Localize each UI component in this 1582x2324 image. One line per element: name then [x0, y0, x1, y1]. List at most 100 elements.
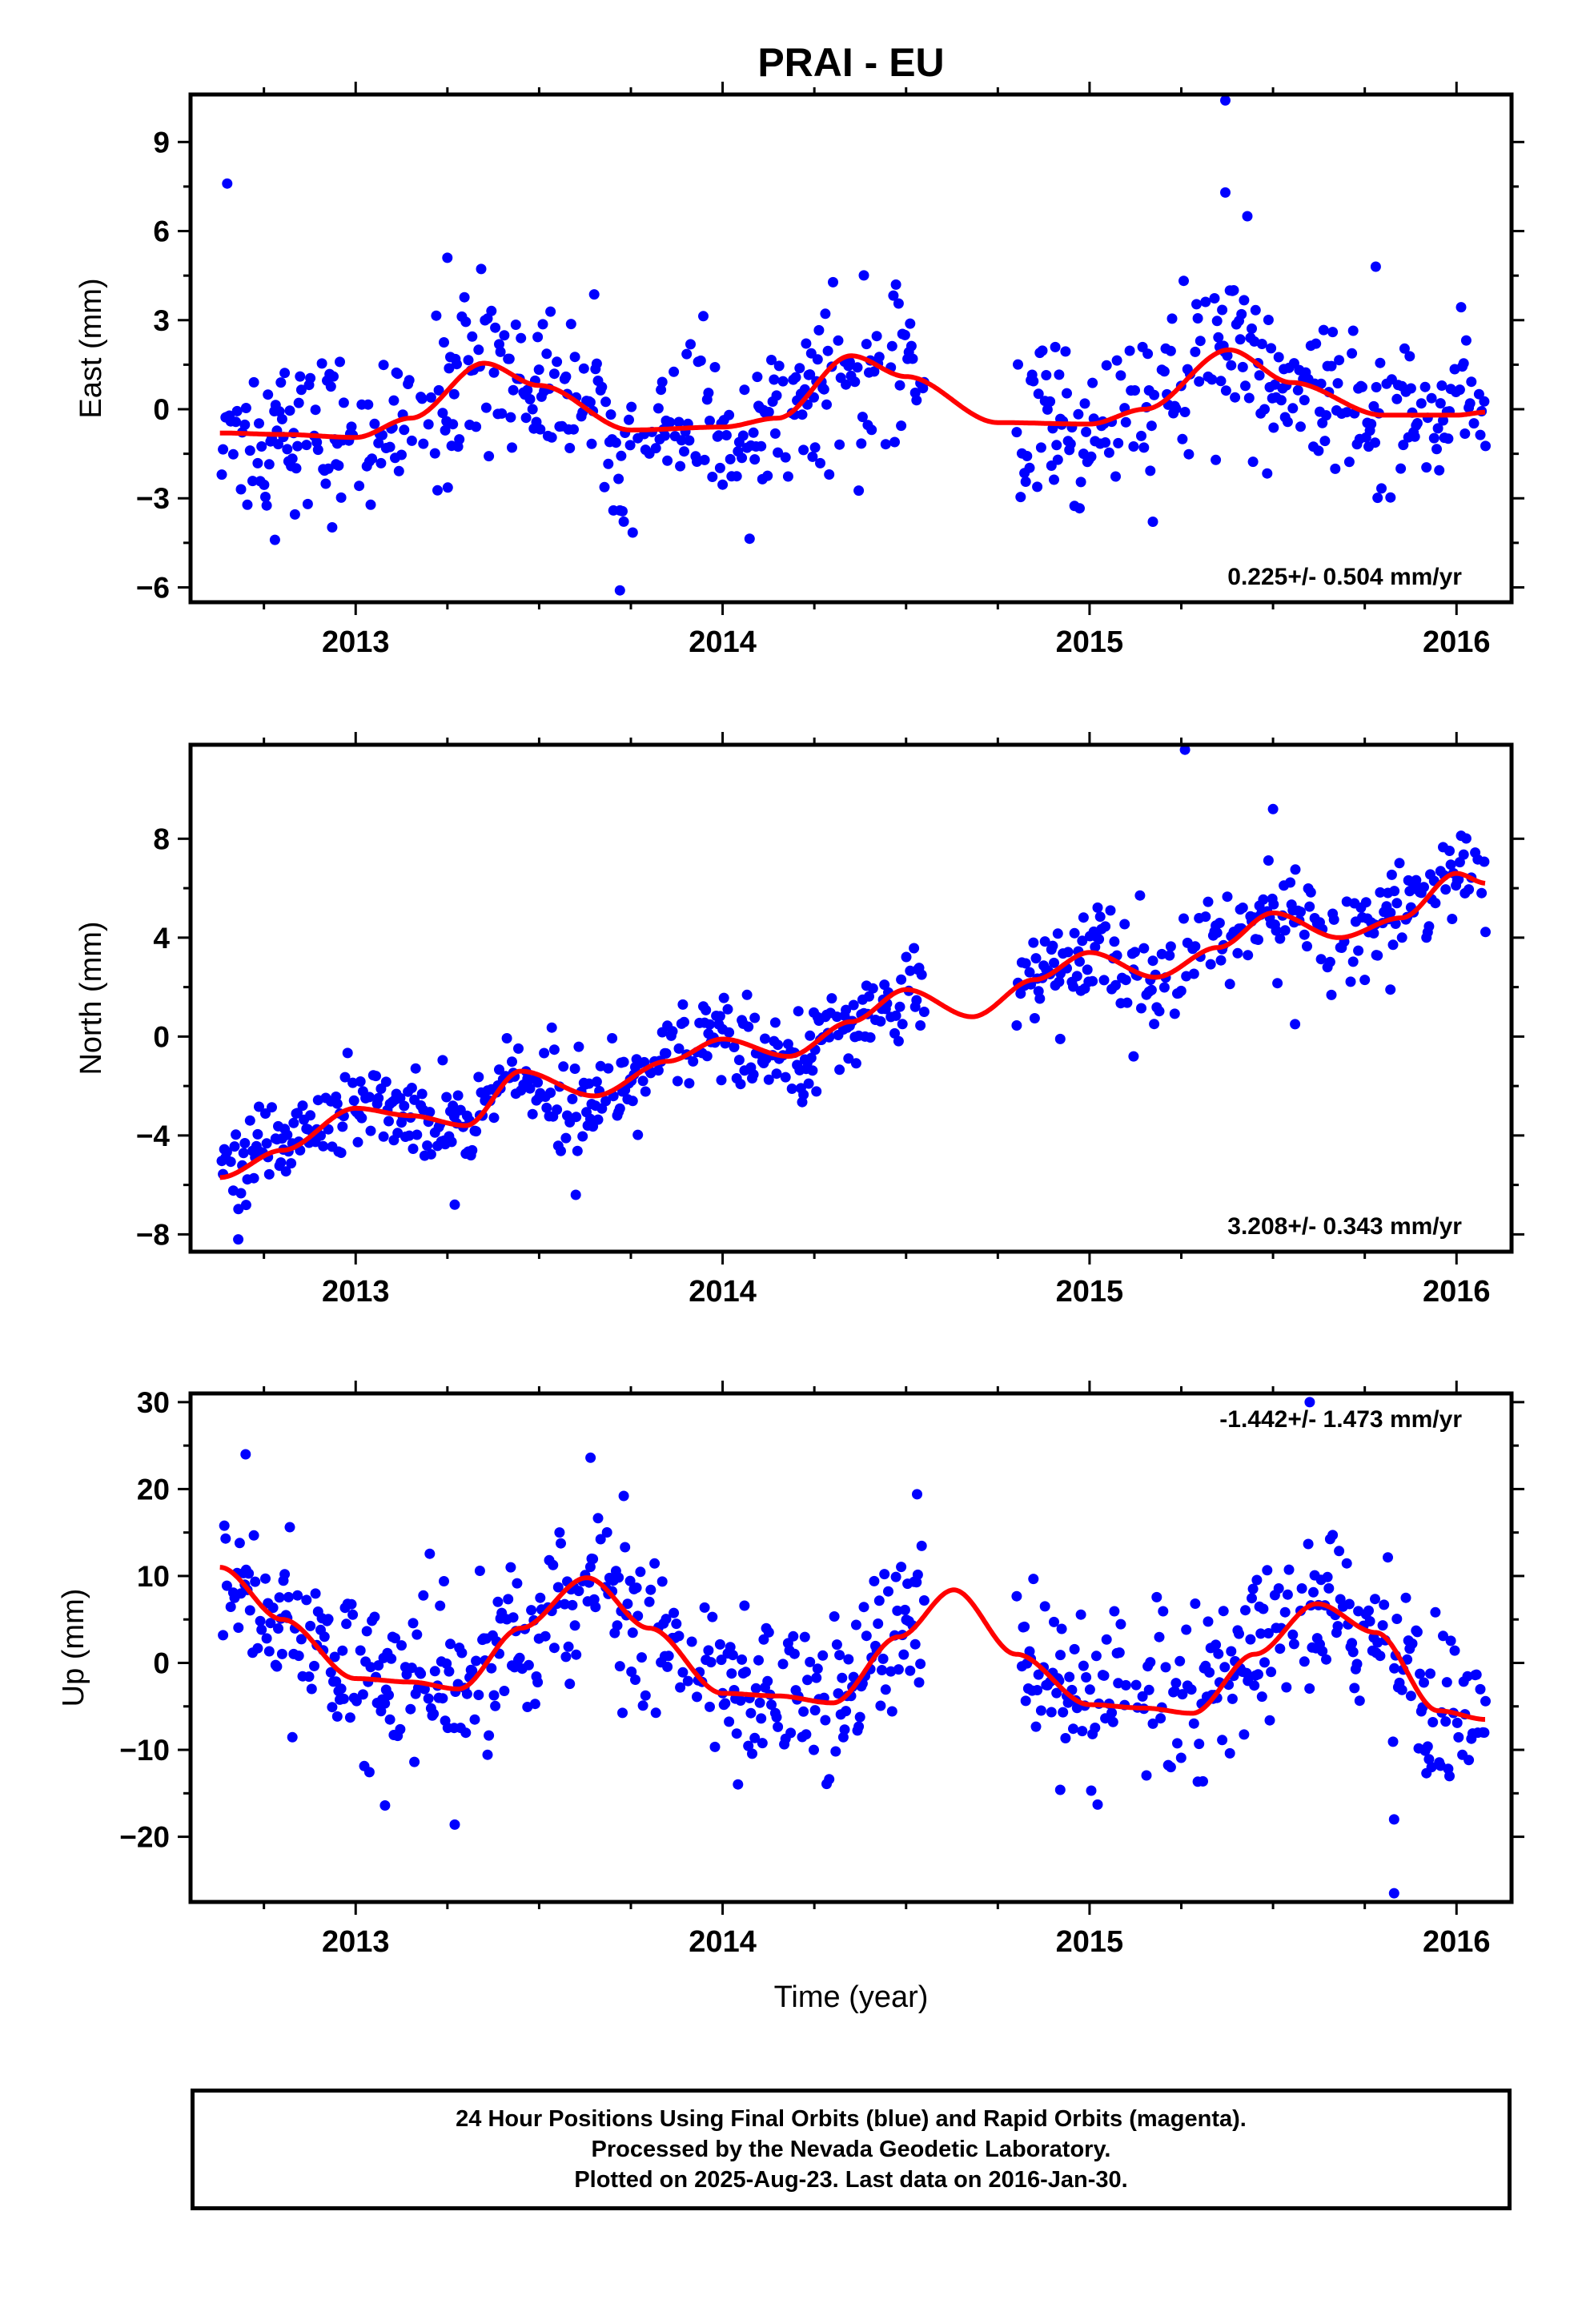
data-point: [1069, 1643, 1080, 1655]
data-point: [685, 339, 696, 350]
data-point: [344, 1712, 355, 1723]
data-point: [1430, 1606, 1441, 1618]
data-point: [1110, 471, 1121, 482]
data-point: [328, 371, 339, 382]
data-point: [248, 1172, 259, 1184]
data-point: [1273, 1583, 1284, 1594]
data-point: [248, 376, 259, 388]
data-point: [869, 366, 880, 377]
data-point: [1155, 1713, 1166, 1724]
data-point: [1375, 357, 1386, 368]
data-point: [802, 1675, 813, 1686]
data-point: [363, 1767, 375, 1778]
data-point: [813, 324, 825, 336]
data-point: [1019, 1621, 1030, 1632]
data-point: [1323, 1582, 1335, 1594]
data-point: [834, 1650, 845, 1661]
data-point: [788, 1630, 799, 1642]
data-point: [234, 1538, 245, 1549]
data-point: [1032, 1685, 1043, 1695]
data-point: [1136, 430, 1146, 441]
data-point: [373, 1092, 384, 1104]
data-point: [1106, 1707, 1118, 1719]
data-point: [1299, 1656, 1310, 1667]
y-tick-label: −4: [136, 1120, 171, 1152]
data-point: [848, 1671, 859, 1683]
data-point: [1143, 1684, 1154, 1695]
data-point: [267, 1602, 279, 1614]
data-point: [1138, 943, 1150, 954]
data-point: [1375, 887, 1386, 898]
data-point: [631, 1582, 642, 1594]
data-point: [384, 441, 396, 452]
data-point: [1391, 393, 1403, 404]
data-point: [1039, 936, 1050, 947]
data-point: [1305, 887, 1316, 898]
data-point: [1046, 1707, 1057, 1718]
data-point: [508, 1612, 519, 1623]
data-point: [318, 1140, 329, 1152]
data-point: [1386, 869, 1397, 880]
data-point: [563, 1641, 574, 1652]
data-point: [1253, 1669, 1263, 1680]
data-point: [291, 463, 302, 474]
data-point: [1296, 1583, 1307, 1594]
data-point: [793, 1006, 804, 1017]
data-point: [1268, 899, 1279, 910]
data-point: [302, 498, 313, 509]
data-point: [1237, 903, 1248, 913]
data-point: [773, 1721, 784, 1732]
data-point: [1460, 335, 1472, 346]
data-point: [1030, 953, 1042, 964]
x-tick-label: 2013: [322, 1925, 390, 1959]
data-point: [1177, 433, 1188, 444]
x-tick-label: 2016: [1423, 625, 1491, 659]
data-point: [347, 1077, 359, 1088]
data-point: [617, 1707, 628, 1719]
data-point: [1431, 444, 1442, 455]
data-point: [627, 1096, 638, 1107]
data-point: [682, 1675, 693, 1687]
data-point: [861, 339, 872, 350]
data-point: [661, 1047, 672, 1059]
data-point: [782, 471, 793, 482]
data-point: [449, 1819, 460, 1830]
data-point: [1115, 1618, 1126, 1630]
data-point: [416, 1088, 428, 1100]
data-point: [520, 412, 532, 424]
data-point: [1304, 1683, 1315, 1694]
data-point: [586, 438, 597, 449]
data-point: [1098, 975, 1110, 986]
data-point: [801, 1729, 812, 1740]
data-point: [556, 1538, 566, 1549]
data-point: [1321, 410, 1331, 421]
data-point: [1423, 1754, 1435, 1765]
data-point: [699, 454, 710, 465]
data-point: [1054, 369, 1065, 380]
plot-frame: [188, 1391, 1514, 1904]
data-point: [1453, 874, 1464, 885]
data-point: [247, 476, 258, 487]
data-point: [1015, 988, 1026, 999]
data-point: [556, 1145, 566, 1156]
data-point: [913, 1677, 925, 1688]
data-point: [672, 1076, 683, 1087]
data-point: [1101, 360, 1112, 371]
data-point: [505, 1562, 516, 1573]
data-point: [896, 420, 907, 432]
data-point: [777, 376, 789, 387]
data-point: [463, 355, 474, 366]
data-point: [699, 1602, 710, 1613]
data-point: [1122, 997, 1133, 1008]
data-point: [573, 1586, 584, 1597]
data-point: [1190, 941, 1201, 952]
data-point: [724, 1716, 735, 1727]
data-point: [1198, 1775, 1208, 1787]
data-point: [513, 1043, 524, 1054]
data-point: [532, 1077, 544, 1088]
data-point: [1440, 884, 1452, 895]
data-point: [469, 1714, 480, 1725]
data-point: [681, 348, 693, 360]
data-point: [323, 1614, 334, 1625]
